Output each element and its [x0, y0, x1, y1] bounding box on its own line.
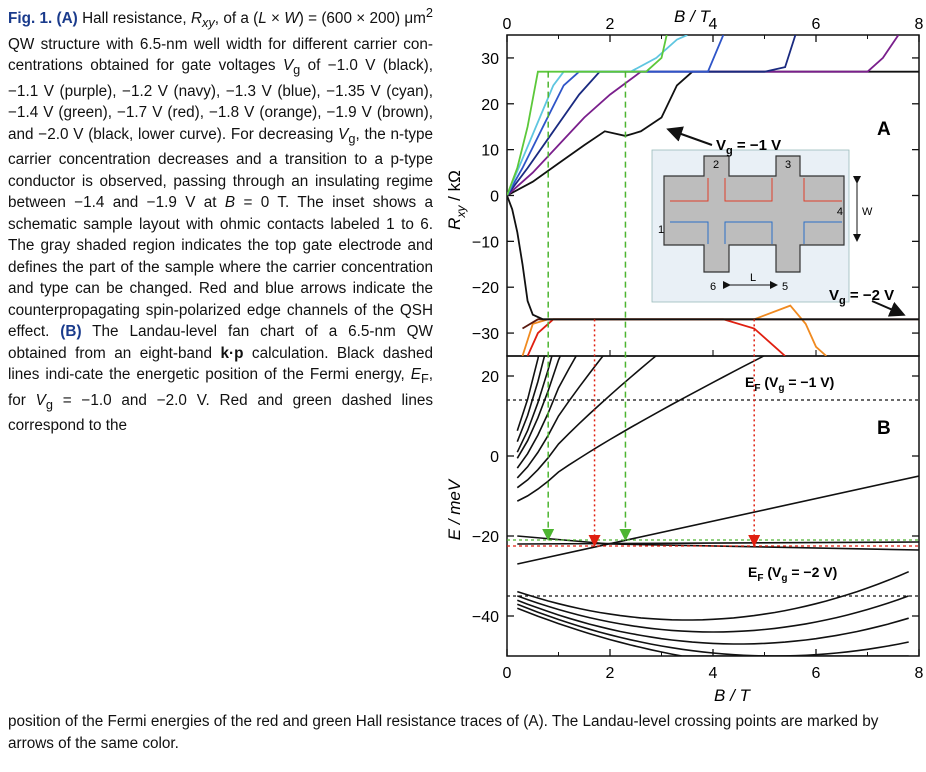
caption-span: = −1.0 and −2.0 V. Red and green dashed … — [8, 391, 433, 435]
panel-a-letter: A — [877, 119, 891, 140]
caption-symbol: L — [258, 10, 267, 28]
y-tick-label-b: −40 — [472, 609, 499, 626]
ef-vg-minus-2: EF (Vg = −2 V) — [748, 564, 837, 584]
panel-b-letter: B — [877, 418, 891, 439]
inset-label-1: 1 — [658, 224, 664, 236]
figure: B / T 0 0 2 2 4 4 6 6 8 8 −30 −20 −10 0 10 20 30 −40 −20 0 2… — [445, 7, 924, 705]
x-tick-label-top: 2 — [606, 16, 615, 33]
caption-symbol: R — [190, 10, 203, 28]
landau-level-up-1 — [516, 356, 658, 489]
x-tick-label-top: 0 — [503, 16, 512, 33]
inset-label-4: 4 — [837, 206, 843, 218]
part-b-marker: (B) — [60, 323, 82, 341]
landau-level-down-4 — [517, 607, 909, 656]
landau-level-down-3 — [517, 603, 909, 656]
part-a-marker: (A) — [56, 10, 78, 28]
caption-text: Fig. 1. (A) Hall resistance, Rxy, of a (… — [8, 2, 433, 437]
y-tick-label-a: 10 — [481, 143, 499, 160]
panel-a-series — [507, 35, 919, 356]
y-tick-label-b: 20 — [481, 369, 499, 386]
bottom-axis-label: B / T — [714, 686, 752, 705]
caption-symbol: W — [284, 10, 299, 28]
caption-span: ) = (600 × 200) μm — [298, 10, 426, 28]
caption-span: calculation. Black dashed lines indi-cat… — [8, 344, 433, 384]
caption-subscript: xy — [202, 15, 215, 31]
caption-superscript: 2 — [425, 5, 434, 20]
x-tick-label-bottom: 2 — [606, 665, 615, 682]
caption-symbol: V — [282, 57, 294, 75]
landau-level-up-0 — [516, 356, 766, 502]
landau-level-up-2 — [516, 356, 604, 479]
x-tick-label-bottom: 6 — [812, 665, 821, 682]
inset-label-2: 2 — [713, 159, 719, 171]
series-line-8 — [522, 318, 919, 330]
caption-symbol: B — [224, 194, 236, 212]
series-line-3 — [507, 35, 725, 196]
caption-span: QW structure with 6.5-nm well width for … — [8, 35, 433, 75]
top-axis-label: B / T — [674, 7, 712, 26]
caption-symbol: E — [410, 366, 421, 384]
caption-span: , the n-type carrier concentration decre… — [8, 125, 434, 212]
x-tick-label-bottom: 4 — [709, 665, 718, 682]
x-tick-label-bottom: 0 — [503, 665, 512, 682]
y-tick-label-a: 0 — [490, 189, 499, 206]
inset-label-3: 3 — [785, 159, 791, 171]
series-line-6 — [526, 318, 786, 356]
series-line-7 — [521, 304, 827, 356]
caption-subscript: g — [45, 396, 53, 412]
inset-label-W: W — [862, 206, 873, 218]
y-tick-label-a: −30 — [472, 326, 499, 343]
panel-b-ylabel: E / meV — [445, 478, 464, 540]
ef-vg-minus-1: EF (Vg = −1 V) — [745, 374, 834, 394]
caption-span: The Landau-level fan chart of a 6.5-nm Q… — [8, 323, 433, 362]
caption-continuation: position of the Fermi energies of the re… — [8, 713, 879, 752]
caption-span: × — [266, 10, 285, 28]
landau-level-down-1 — [517, 595, 909, 633]
landau-level-mid-0 — [517, 475, 919, 565]
landau-level-mid-2 — [517, 541, 919, 545]
inset-label-L: L — [750, 272, 756, 284]
landau-level-down-2 — [517, 599, 909, 645]
y-tick-label-a: −20 — [472, 280, 499, 297]
panel-a-ylabel: Rxy / kΩ — [445, 170, 468, 230]
inset-sample-layout: 1 2 3 4 5 6 L W — [651, 149, 873, 303]
caption-symbol: V — [35, 391, 46, 409]
caption-span: Hall resistance, — [77, 10, 191, 28]
x-tick-label-top: 4 — [709, 16, 718, 33]
annotation-vg-minus-2: Vg = −2 V — [829, 287, 894, 307]
caption-span: of −1.0 V (black), −1.1 V (purple), −1.2… — [8, 57, 433, 143]
inset-label-5: 5 — [782, 281, 788, 293]
panel-b-fan — [516, 356, 919, 656]
inset-label-6: 6 — [710, 281, 716, 293]
y-tick-label-b: −20 — [472, 529, 499, 546]
caption-subscript: g — [293, 62, 301, 78]
caption-kp: k·p — [220, 344, 244, 362]
x-tick-label-top: 6 — [812, 16, 821, 33]
y-tick-label-a: 30 — [481, 51, 499, 68]
caption-span: , for — [8, 366, 433, 409]
x-tick-label-bottom: 8 — [915, 665, 924, 682]
axis-ticks: 0 0 2 2 4 4 6 6 8 8 −30 −20 −10 0 10 20 30 −40 −20 0 20 — [472, 16, 924, 682]
figure-number: Fig. 1. — [8, 10, 53, 28]
caption-subscript: F — [420, 371, 429, 387]
series-line-9 — [507, 195, 919, 321]
caption-span: = 0 T. The inset shows a schematic sampl… — [8, 194, 433, 341]
caption-symbol: V — [338, 125, 349, 143]
caption-subscript: g — [348, 130, 356, 146]
caption-span: , of a ( — [214, 10, 259, 28]
y-tick-label-b: 0 — [490, 449, 499, 466]
y-tick-label-a: 20 — [481, 97, 499, 114]
annotation-vg-minus-1: Vg = −1 V — [716, 137, 781, 157]
x-tick-label-top: 8 — [915, 16, 924, 33]
dashed-guides — [507, 71, 919, 597]
y-tick-label-a: −10 — [472, 234, 499, 251]
